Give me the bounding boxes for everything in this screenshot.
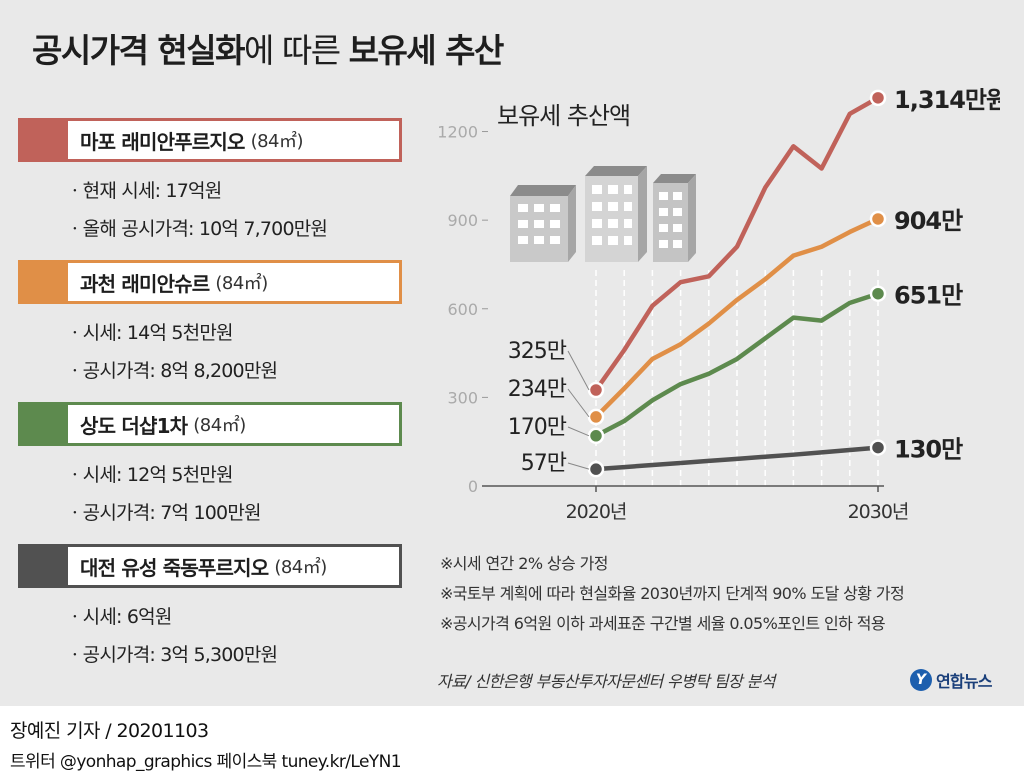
series-start-label: 170만 xyxy=(508,415,567,440)
color-swatch xyxy=(21,547,68,585)
series-start-label: 57만 xyxy=(521,451,567,476)
property-card-gwacheon: 과천 래미안슈르 (84㎡) xyxy=(18,260,402,304)
logo-text: 연합뉴스 xyxy=(936,672,992,691)
title-part-1: 공시가격 현실화 xyxy=(32,31,246,70)
logo-mark: Y xyxy=(910,669,932,691)
property-area: (84㎡) xyxy=(250,131,304,152)
property-name: 과천 래미안슈르 xyxy=(80,271,210,296)
y-tick-label: 0 xyxy=(468,477,478,496)
series-end-label: 651만 xyxy=(894,282,963,310)
series-end-point xyxy=(869,89,887,107)
property-name: 마포 래미안푸르지오 xyxy=(80,129,245,154)
label-leader-line xyxy=(567,388,590,418)
series-start-label: 234만 xyxy=(508,377,567,402)
footnote: ※국토부 계획에 따라 현실화율 2030년까지 단계적 90% 도달 상황 가… xyxy=(440,584,905,603)
infographic-panel xyxy=(0,0,1024,706)
property-detail: ㆍ시세: 12억 5천만원 xyxy=(66,464,234,486)
y-tick-label: 300 xyxy=(447,388,478,407)
x-tick-label: 2030년 xyxy=(848,501,909,523)
color-swatch xyxy=(21,405,68,443)
series-start-point xyxy=(587,460,605,478)
property-detail: ㆍ시세: 14억 5천만원 xyxy=(66,322,234,344)
property-detail: ㆍ시세: 6억원 xyxy=(66,606,172,628)
series-start-point xyxy=(587,408,605,426)
color-swatch xyxy=(21,121,68,159)
title-part-2: 에 따른 xyxy=(244,31,349,70)
property-area: (84㎡) xyxy=(215,273,268,294)
property-detail: ㆍ올해 공시가격: 10억 7,700만원 xyxy=(66,218,328,240)
series-start-label: 325만 xyxy=(508,339,567,364)
series-line xyxy=(593,216,881,420)
label-leader-line xyxy=(567,462,590,470)
label-leader-line xyxy=(567,350,590,391)
x-axis: 2020년 2030년 xyxy=(482,485,909,523)
series-start-point xyxy=(587,427,605,445)
y-tick-label: 900 xyxy=(447,211,478,230)
label-leader-line xyxy=(567,426,590,437)
color-swatch xyxy=(21,263,68,301)
property-detail: ㆍ공시가격: 7억 100만원 xyxy=(66,502,261,524)
series-end-point xyxy=(869,439,887,456)
y-tick-label: 600 xyxy=(447,300,478,319)
page-title: 공시가격 현실화에 따른 보유세 추산 xyxy=(32,24,505,72)
series-start-point xyxy=(587,381,605,399)
property-area: (84㎡) xyxy=(274,557,327,578)
property-detail: ㆍ공시가격: 8억 8,200만원 xyxy=(66,360,278,382)
property-card-daejeon: 대전 유성 죽동푸르지오 (84㎡) xyxy=(18,544,402,588)
property-area: (84㎡) xyxy=(193,415,246,436)
chart-title: 보유세 추산액 xyxy=(497,102,630,130)
yonhap-logo: Y 연합뉴스 xyxy=(910,668,992,692)
apartment-buildings-illustration xyxy=(510,166,696,262)
series-line xyxy=(593,445,881,472)
series-end-point xyxy=(869,210,887,228)
series-end-label: 1,314만원 xyxy=(894,88,1000,114)
property-card-sangdo: 상도 더샵1차 (84㎡) xyxy=(18,402,402,446)
property-name: 상도 더샵1차 xyxy=(80,413,188,438)
social-links: 트위터 @yonhap_graphics 페이스북 tuney.kr/LeYN1 xyxy=(10,752,402,772)
chart-series xyxy=(587,89,887,478)
footnote: ※시세 연간 2% 상승 가정 xyxy=(440,554,609,573)
property-name: 대전 유성 죽동푸르지오 xyxy=(80,555,269,580)
series-end-label: 904만 xyxy=(894,207,963,235)
y-tick-label: 1200 xyxy=(437,123,478,142)
chart-labels: 325만 1,314만원 234만 904만 170만 651만 57만 130만 xyxy=(508,88,1000,476)
series-line xyxy=(593,291,881,439)
series-line xyxy=(593,95,881,393)
byline: 장예진 기자 / 20201103 xyxy=(10,720,209,742)
line-chart: 보유세 추산액 0 300 600 900 1200 2020년 2030년 325만 1,… xyxy=(437,88,1000,523)
series-end-point xyxy=(869,285,887,302)
property-detail: ㆍ공시가격: 3억 5,300만원 xyxy=(66,644,278,666)
series-end-label: 130만 xyxy=(894,436,963,464)
footnote: ※공시가격 6억원 이하 과세표준 구간별 세율 0.05%포인트 인하 적용 xyxy=(440,614,886,633)
property-detail: ㆍ현재 시세: 17억원 xyxy=(66,180,222,202)
y-axis: 0 300 600 900 1200 xyxy=(437,123,488,496)
title-part-3: 보유세 추산 xyxy=(348,31,505,70)
property-card-mapo: 마포 래미안푸르지오 (84㎡) xyxy=(18,118,402,162)
source-text: 자료/ 신한은행 부동산투자자문센터 우병탁 팀장 분석 xyxy=(437,672,775,691)
x-tick-label: 2020년 xyxy=(566,501,627,523)
